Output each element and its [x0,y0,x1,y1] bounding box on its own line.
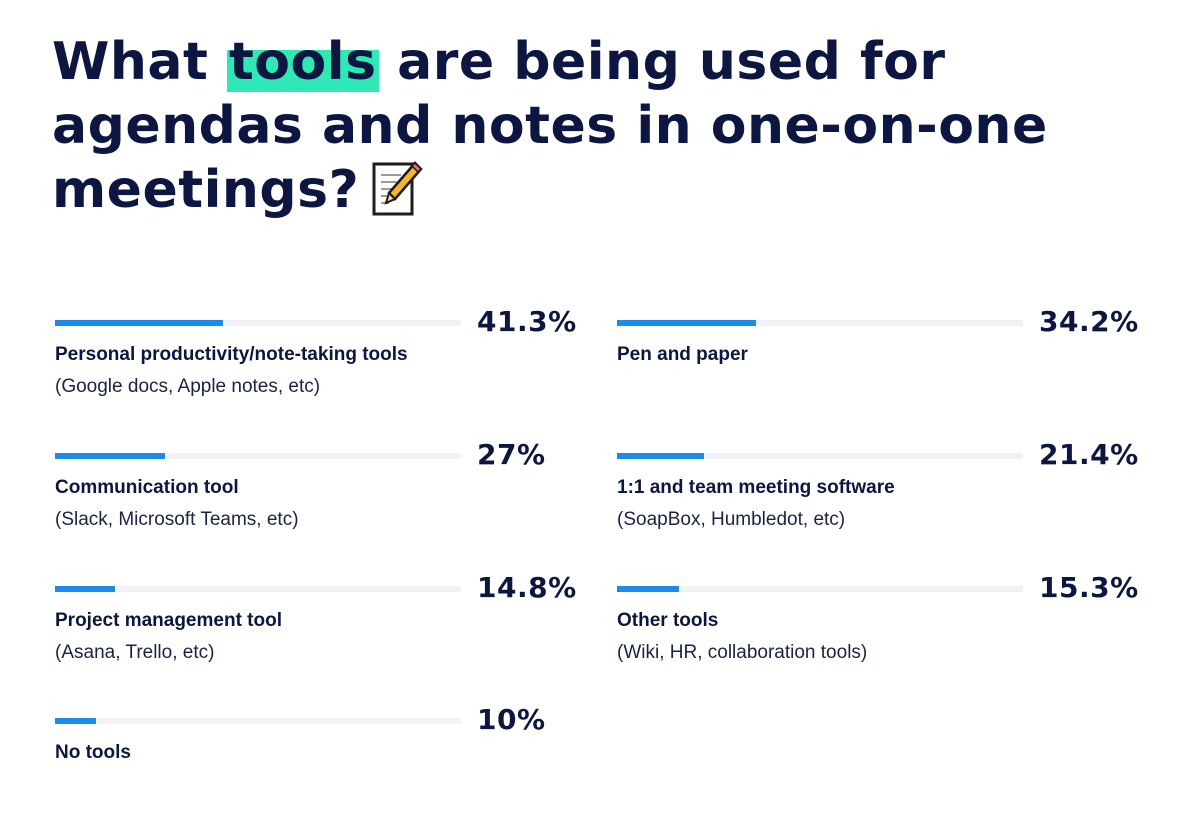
bar-fill [55,586,116,592]
stat-item: 10% No tools [55,704,581,828]
bar-fill [55,320,223,326]
title-text-after: are being used for agendas and notes in … [52,32,1048,220]
stat-value: 15.3% [1039,571,1139,604]
stat-label: No tools [55,742,131,763]
chart-title: What tools are being used for agendas an… [52,30,1152,222]
stat-label: Personal productivity/note-taking tools [55,344,408,365]
bar-fill [55,718,96,724]
stat-value: 14.8% [477,571,577,604]
stat-item: 21.4% 1:1 and team meeting software (SoapB… [617,439,1143,563]
stat-sublabel: (Google docs, Apple notes, etc) [55,376,321,397]
stat-label: Other tools [617,610,719,631]
bar-track [617,320,1023,326]
stat-label: Communication tool [55,477,239,498]
stat-label: Pen and paper [617,344,748,365]
title-text-before: What [52,32,227,92]
bar-fill [617,320,756,326]
stat-item: 34.2% Pen and paper [617,306,1143,430]
bar-fill [55,453,165,459]
stat-item: 41.3% Personal productivity/note-taking t… [55,306,581,430]
bar-track [617,586,1023,592]
bar-track [55,718,461,724]
stat-value: 34.2% [1039,305,1139,338]
stat-label: Project management tool [55,610,282,631]
stat-sublabel: (Wiki, HR, collaboration tools) [617,642,868,663]
stat-item: 14.8% Project management tool (Asana, Trel… [55,572,581,696]
bar-track [55,453,461,459]
stat-value: 10% [477,703,546,736]
memo-icon [372,161,423,216]
stat-sublabel: (Asana, Trello, etc) [55,642,215,663]
bar-track [55,320,461,326]
bar-fill [617,586,680,592]
bar-track [55,586,461,592]
stat-value: 21.4% [1039,438,1139,471]
stat-sublabel: (SoapBox, Humbledot, etc) [617,509,846,530]
stat-value: 27% [477,438,546,471]
stat-item: 15.3% Other tools (Wiki, HR, collaboration… [617,572,1143,696]
stat-sublabel: (Slack, Microsoft Teams, etc) [55,509,299,530]
bar-fill [617,453,704,459]
bar-track [617,453,1023,459]
title-highlight: tools [226,32,379,92]
stat-label: 1:1 and team meeting software [617,477,895,498]
stat-item: 27% Communication tool (Slack, Microsoft T… [55,439,581,563]
stat-value: 41.3% [477,305,577,338]
